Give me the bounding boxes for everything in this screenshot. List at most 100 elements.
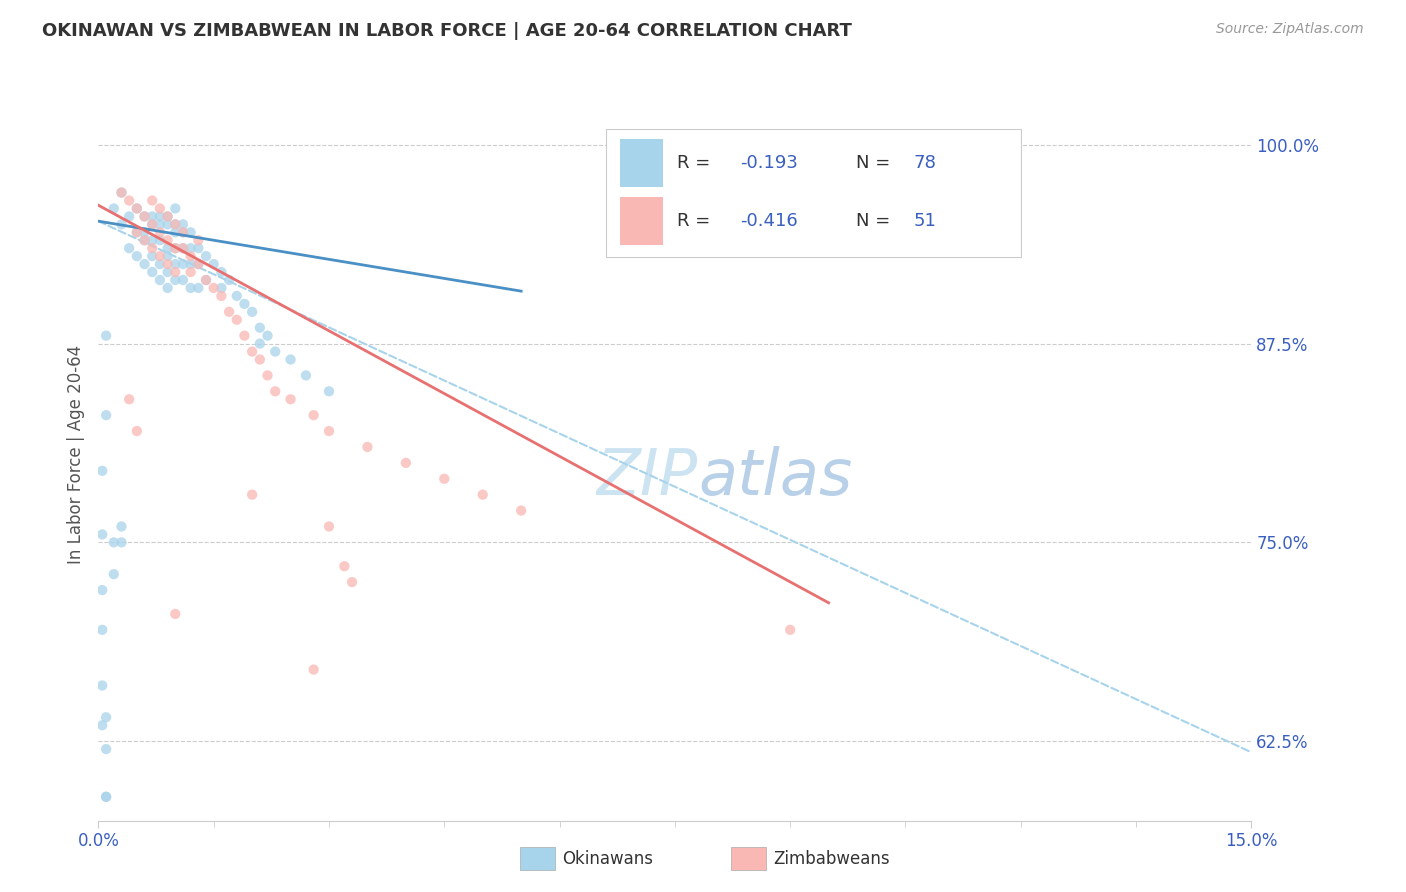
Point bbox=[318, 519, 340, 533]
Text: -0.416: -0.416 bbox=[741, 212, 799, 230]
Bar bbox=[620, 197, 664, 244]
Point bbox=[172, 218, 194, 232]
Point bbox=[149, 210, 172, 224]
Point bbox=[195, 273, 218, 287]
Point bbox=[165, 218, 187, 232]
Point bbox=[149, 202, 172, 216]
Text: ZIP: ZIP bbox=[596, 446, 697, 508]
Point bbox=[240, 305, 263, 319]
Point bbox=[125, 424, 148, 438]
Point bbox=[149, 233, 172, 247]
Point bbox=[395, 456, 418, 470]
Point bbox=[165, 273, 187, 287]
Point bbox=[94, 710, 117, 724]
Point bbox=[187, 257, 209, 271]
Point bbox=[510, 503, 533, 517]
Point bbox=[94, 742, 117, 756]
Point bbox=[233, 297, 256, 311]
Point bbox=[318, 424, 340, 438]
Point bbox=[91, 718, 114, 732]
Point bbox=[156, 281, 179, 295]
Point bbox=[141, 249, 163, 263]
Point bbox=[318, 384, 340, 399]
Point bbox=[149, 249, 172, 263]
Text: Okinawans: Okinawans bbox=[562, 850, 654, 868]
Point bbox=[172, 241, 194, 255]
Point bbox=[165, 265, 187, 279]
Text: Source: ZipAtlas.com: Source: ZipAtlas.com bbox=[1216, 22, 1364, 37]
Point bbox=[149, 225, 172, 239]
Point bbox=[103, 567, 125, 582]
Point bbox=[110, 186, 132, 200]
Point bbox=[118, 392, 141, 407]
Point bbox=[195, 249, 218, 263]
Point bbox=[233, 328, 256, 343]
Point bbox=[141, 210, 163, 224]
Point bbox=[156, 249, 179, 263]
Point bbox=[340, 575, 363, 590]
Text: R =: R = bbox=[678, 212, 716, 230]
Point bbox=[110, 186, 132, 200]
Point bbox=[187, 241, 209, 255]
Point bbox=[94, 789, 117, 804]
Point bbox=[141, 194, 163, 208]
Point bbox=[134, 210, 156, 224]
Point bbox=[94, 328, 117, 343]
Point bbox=[218, 273, 240, 287]
Point bbox=[125, 202, 148, 216]
Text: N =: N = bbox=[856, 212, 896, 230]
Point bbox=[249, 336, 271, 351]
Point bbox=[110, 535, 132, 549]
Point bbox=[91, 623, 114, 637]
Point bbox=[280, 352, 302, 367]
Point bbox=[125, 225, 148, 239]
Point bbox=[356, 440, 378, 454]
Point bbox=[302, 663, 325, 677]
Point bbox=[180, 225, 202, 239]
Point bbox=[165, 225, 187, 239]
Point bbox=[103, 202, 125, 216]
Text: 51: 51 bbox=[914, 212, 936, 230]
Point bbox=[91, 527, 114, 541]
Point bbox=[125, 225, 148, 239]
Point bbox=[134, 210, 156, 224]
Point bbox=[141, 218, 163, 232]
Point bbox=[134, 225, 156, 239]
Point bbox=[180, 265, 202, 279]
Point bbox=[94, 408, 117, 422]
Point bbox=[209, 265, 232, 279]
Point bbox=[91, 464, 114, 478]
Point bbox=[264, 384, 287, 399]
Point bbox=[172, 225, 194, 239]
Point bbox=[156, 241, 179, 255]
Point bbox=[187, 281, 209, 295]
Point bbox=[187, 233, 209, 247]
Point bbox=[180, 257, 202, 271]
Point bbox=[91, 583, 114, 598]
Point bbox=[165, 202, 187, 216]
Point bbox=[264, 344, 287, 359]
Point bbox=[156, 210, 179, 224]
Point bbox=[118, 210, 141, 224]
Bar bbox=[620, 139, 664, 187]
Point bbox=[141, 265, 163, 279]
Point bbox=[141, 233, 163, 247]
Point bbox=[165, 257, 187, 271]
Point bbox=[779, 623, 801, 637]
Point bbox=[103, 535, 125, 549]
Point bbox=[240, 488, 263, 502]
Point bbox=[118, 194, 141, 208]
Point bbox=[302, 408, 325, 422]
Point bbox=[149, 218, 172, 232]
Point bbox=[202, 257, 225, 271]
Point bbox=[134, 257, 156, 271]
Point bbox=[141, 218, 163, 232]
Point bbox=[91, 678, 114, 692]
Point bbox=[180, 281, 202, 295]
Point bbox=[156, 218, 179, 232]
Y-axis label: In Labor Force | Age 20-64: In Labor Force | Age 20-64 bbox=[66, 345, 84, 565]
Text: atlas: atlas bbox=[697, 446, 852, 508]
Point bbox=[156, 257, 179, 271]
Point bbox=[249, 352, 271, 367]
Text: 78: 78 bbox=[914, 154, 936, 172]
